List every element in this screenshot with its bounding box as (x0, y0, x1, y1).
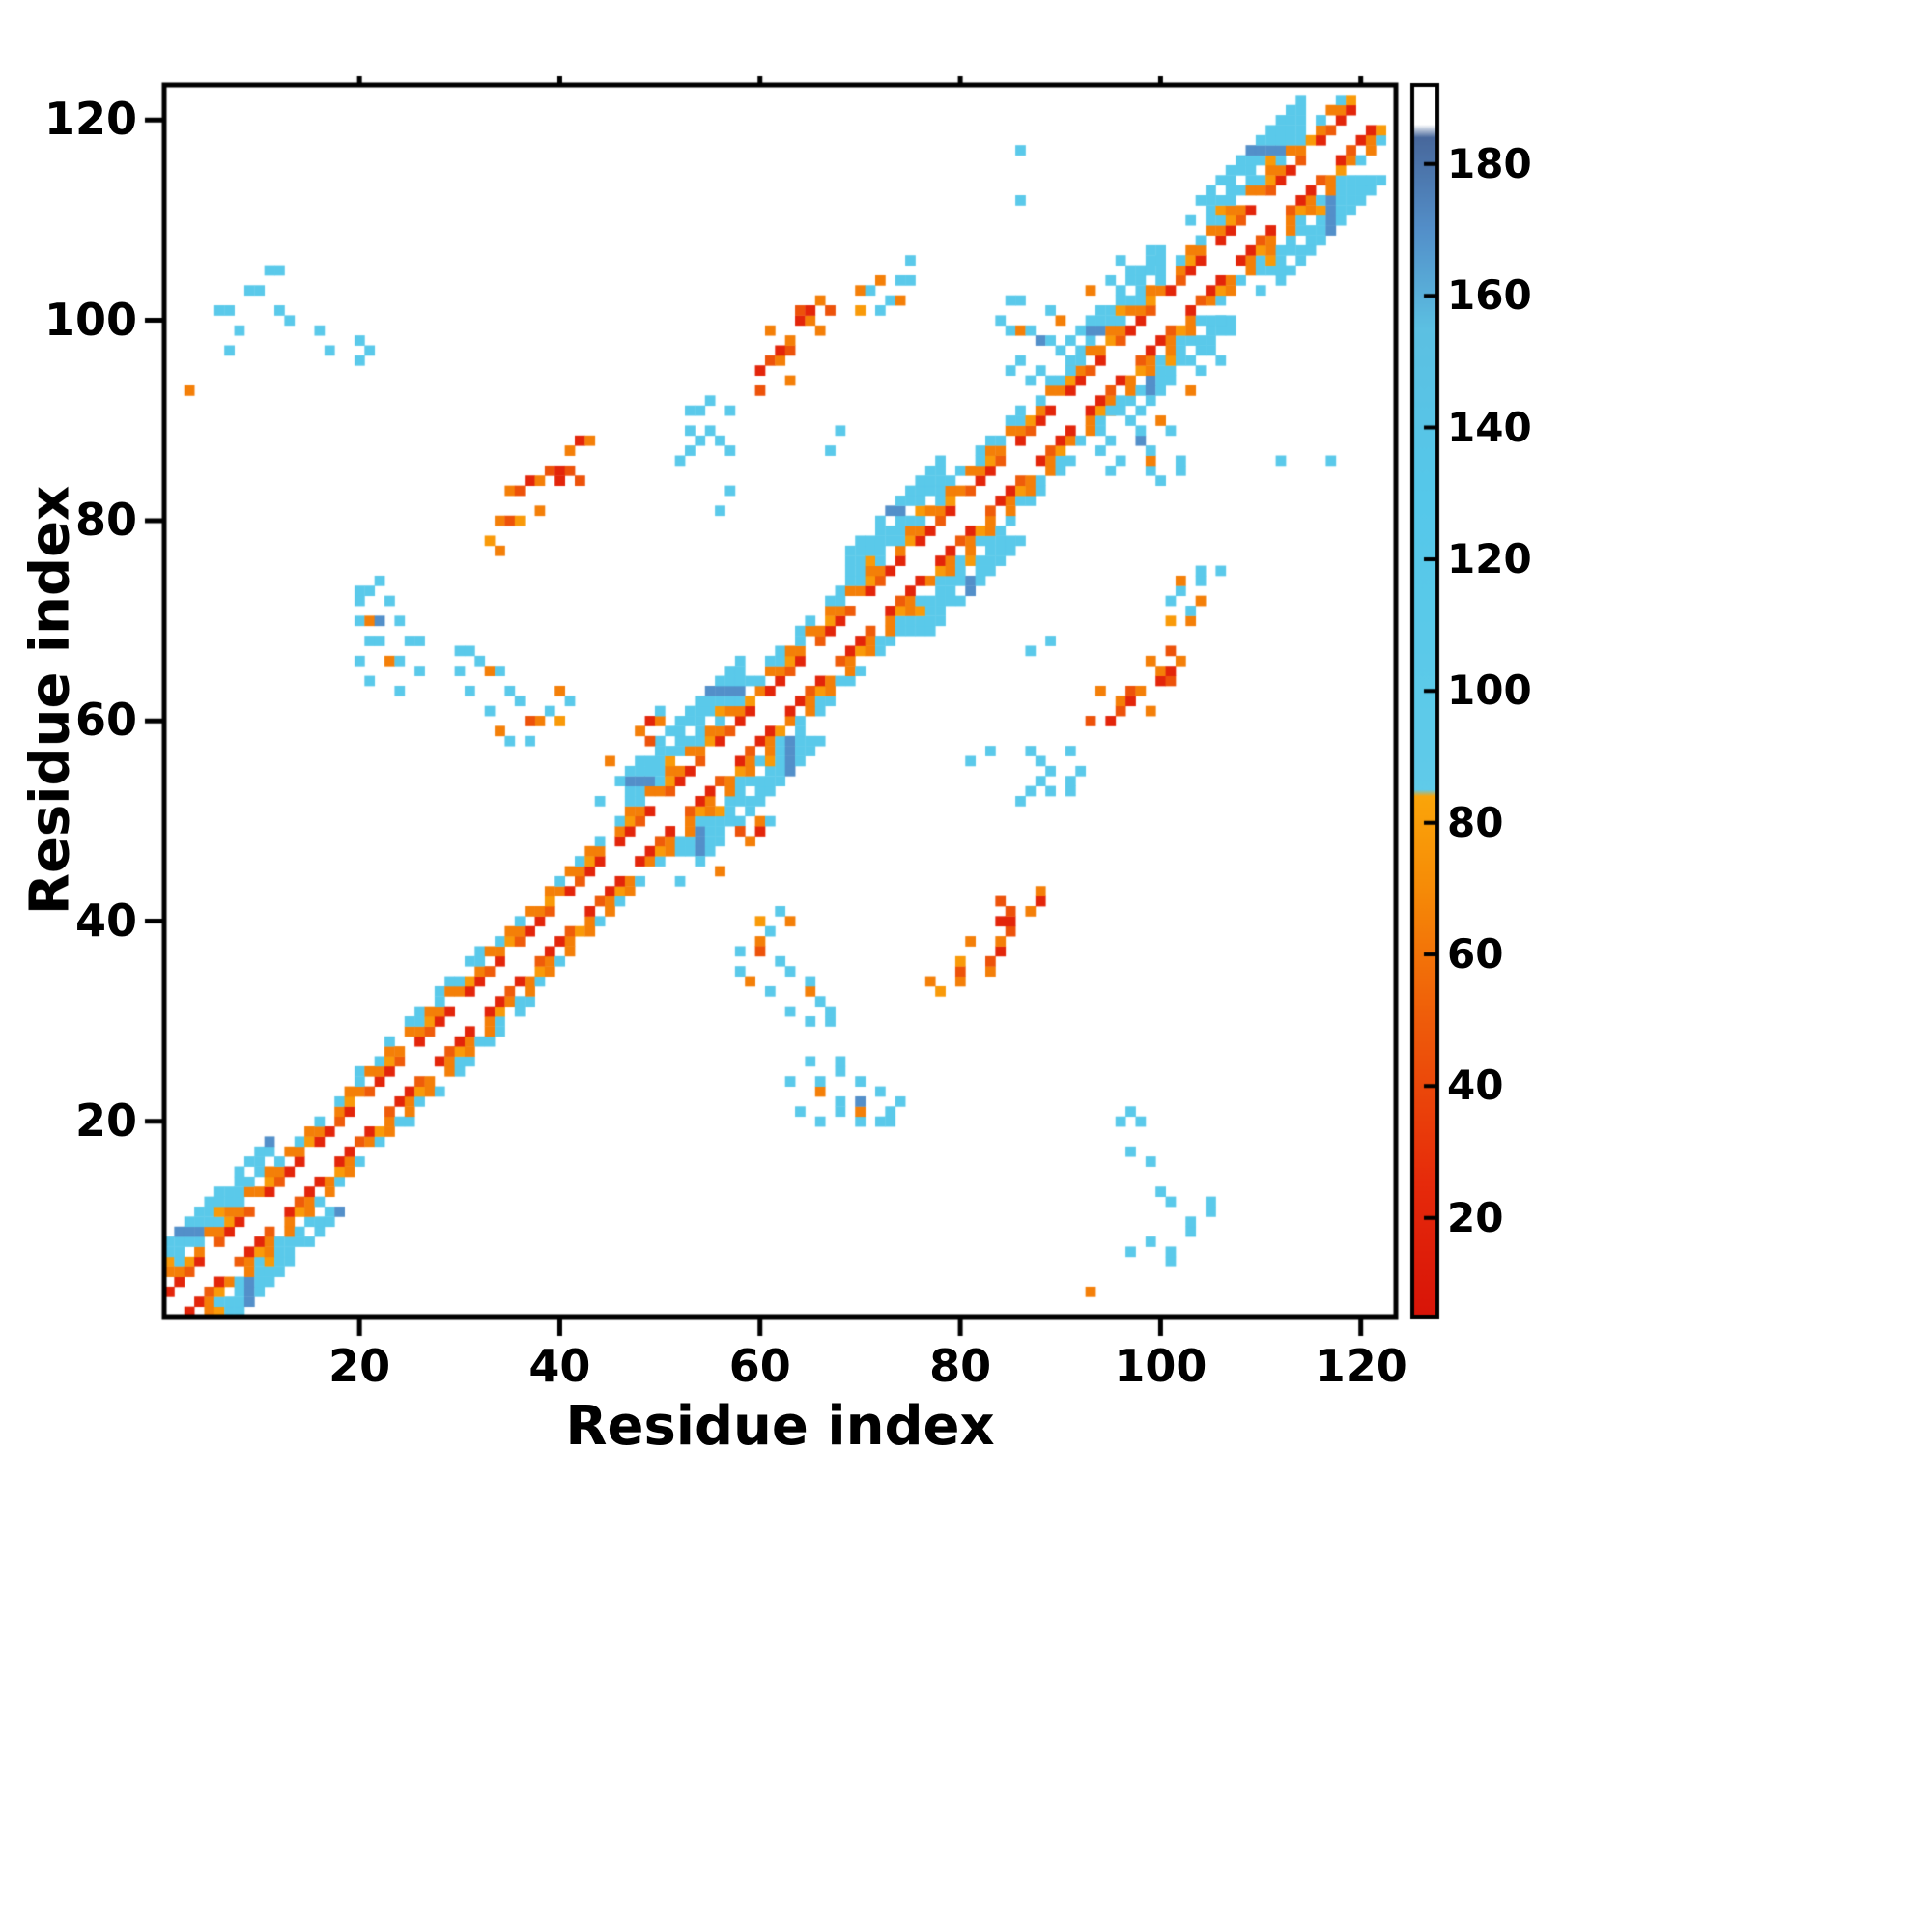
y-tick-label: 120 (43, 93, 137, 146)
colorbar-tick-label: 120 (1447, 534, 1532, 582)
colorbar (1412, 85, 1437, 1317)
colorbar-tick-label: 160 (1447, 271, 1532, 320)
colorbar-tick-label: 180 (1447, 139, 1532, 187)
colorbar-tick-label: 140 (1447, 403, 1532, 451)
x-tick-label: 20 (328, 1340, 391, 1392)
plot-area (164, 85, 1396, 1317)
colorbar-tick-label: 100 (1447, 667, 1532, 715)
x-tick-label: 120 (1314, 1340, 1407, 1392)
y-tick-label: 100 (43, 293, 137, 346)
x-tick-label: 80 (929, 1340, 992, 1392)
x-tick-label: 100 (1114, 1340, 1208, 1392)
colorbar-tick-label: 60 (1447, 930, 1504, 978)
y-tick-label: 60 (74, 694, 137, 747)
y-tick-label: 80 (74, 493, 137, 546)
colorbar-tick-label: 20 (1447, 1193, 1504, 1241)
colorbar-tick-label: 40 (1447, 1062, 1504, 1110)
colorbar-tick-label: 80 (1447, 798, 1504, 846)
y-tick-label: 40 (74, 894, 137, 947)
x-tick-label: 40 (528, 1340, 591, 1392)
x-axis-label: Residue index (565, 1395, 995, 1458)
x-tick-label: 60 (728, 1340, 791, 1392)
y-tick-label: 20 (74, 1094, 137, 1147)
